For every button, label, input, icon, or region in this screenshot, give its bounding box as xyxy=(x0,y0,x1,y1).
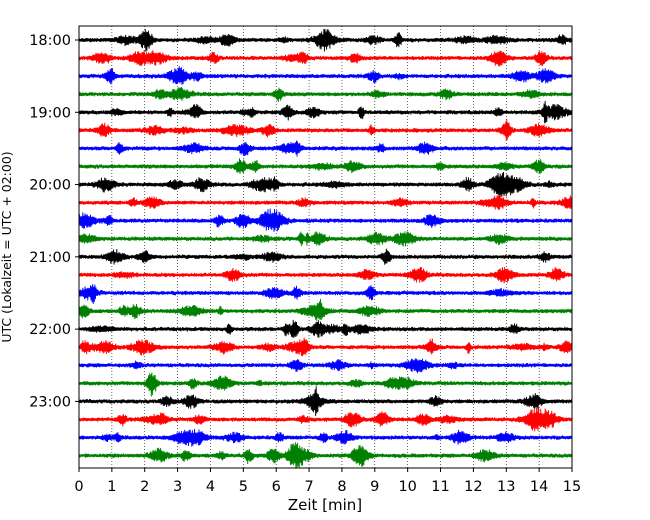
trace-2300 xyxy=(78,386,573,416)
y-tick-label: 21:00 xyxy=(29,250,71,266)
x-tick-label: 0 xyxy=(74,479,83,495)
y-tick-label: 22:00 xyxy=(29,322,71,338)
trace-2045 xyxy=(78,231,573,247)
x-tick-label: 14 xyxy=(530,479,548,495)
trace-1845 xyxy=(78,86,573,102)
trace-1800 xyxy=(78,28,573,52)
plot-frame xyxy=(78,25,573,469)
trace-2230 xyxy=(78,358,573,374)
trace-1900 xyxy=(78,100,573,124)
x-tick-label: 3 xyxy=(173,479,182,495)
x-tick-label: 7 xyxy=(304,479,313,495)
trace-2015 xyxy=(78,194,573,210)
traces xyxy=(78,28,573,469)
trace-2115 xyxy=(78,266,573,284)
trace-2130 xyxy=(78,284,573,304)
trace-2000 xyxy=(78,172,573,198)
y-tick-label: 23:00 xyxy=(29,394,71,410)
y-axis-label: UTC (Lokalzeit = UTC + 02:00) xyxy=(0,151,14,342)
trace-2100 xyxy=(78,248,573,265)
y-tick-label: 18:00 xyxy=(29,33,71,49)
trace-2030 xyxy=(78,208,573,232)
x-tick-label: 12 xyxy=(464,479,482,495)
x-tick-label: 15 xyxy=(563,479,581,495)
x-tick-label: 10 xyxy=(398,479,416,495)
trace-1830 xyxy=(78,66,573,85)
y-tick-label: 19:00 xyxy=(29,105,71,121)
x-tick-label: 6 xyxy=(272,479,281,495)
x-tick-label: 2 xyxy=(140,479,149,495)
x-tick-label: 13 xyxy=(497,479,515,495)
trace-1915 xyxy=(78,119,573,141)
x-tick-label: 11 xyxy=(431,479,449,495)
trace-2145 xyxy=(78,298,573,321)
x-tick-label: 5 xyxy=(239,479,248,495)
x-axis-label: Zeit [min] xyxy=(288,496,362,514)
trace-2345 xyxy=(78,442,573,469)
y-axis-ticks: 18:00 19:00 20:00 21:00 22:00 23:00 xyxy=(29,33,79,410)
trace-2315 xyxy=(78,407,573,432)
trace-1930 xyxy=(78,140,573,157)
trace-2245 xyxy=(78,372,573,397)
y-tick-label: 20:00 xyxy=(29,178,71,194)
trace-1945 xyxy=(78,158,573,174)
x-tick-label: 1 xyxy=(107,479,116,495)
plot-background xyxy=(79,26,572,468)
trace-2200 xyxy=(78,319,573,338)
x-tick-label: 4 xyxy=(206,479,215,495)
x-axis-ticks: 0 1 2 3 4 5 6 7 8 9 10 11 12 13 14 15 xyxy=(74,468,581,495)
trace-2215 xyxy=(78,337,573,357)
trace-2330 xyxy=(78,428,573,447)
trace-1815 xyxy=(78,50,573,67)
x-tick-label: 9 xyxy=(370,479,379,495)
x-tick-label: 8 xyxy=(337,479,346,495)
